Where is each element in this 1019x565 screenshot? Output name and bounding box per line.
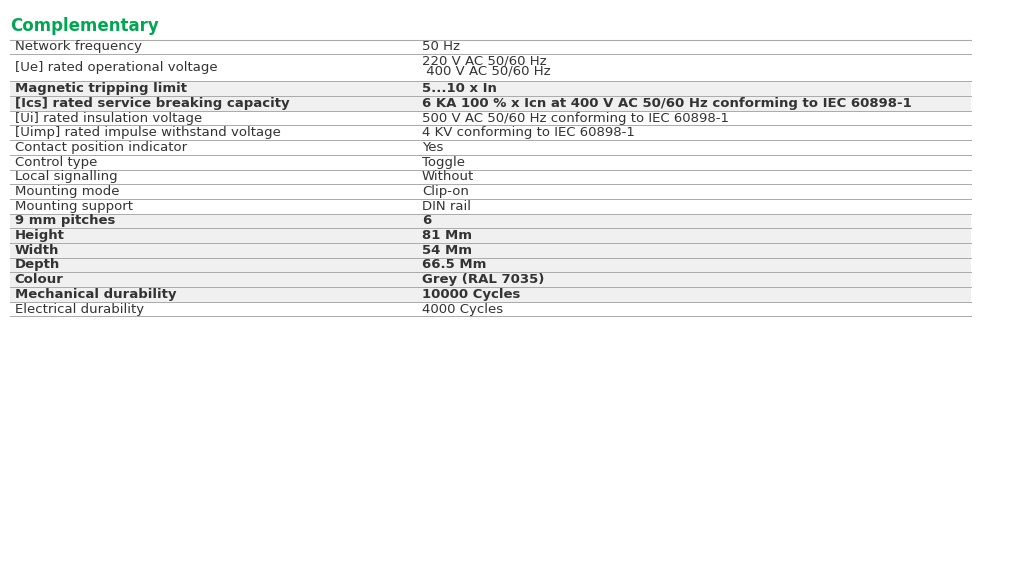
Bar: [10, 214, 970, 228]
Bar: [10, 243, 970, 258]
Text: 6 KA 100 % x Icn at 400 V AC 50/60 Hz conforming to IEC 60898-1: 6 KA 100 % x Icn at 400 V AC 50/60 Hz co…: [421, 97, 911, 110]
Text: Yes: Yes: [421, 141, 442, 154]
Text: Magnetic tripping limit: Magnetic tripping limit: [14, 82, 186, 95]
Text: DIN rail: DIN rail: [421, 199, 471, 213]
Text: 4000 Cycles: 4000 Cycles: [421, 302, 502, 316]
Text: Mechanical durability: Mechanical durability: [14, 288, 176, 301]
Text: 10000 Cycles: 10000 Cycles: [421, 288, 520, 301]
Text: Network frequency: Network frequency: [14, 40, 142, 54]
Text: [Uimp] rated impulse withstand voltage: [Uimp] rated impulse withstand voltage: [14, 126, 280, 140]
Bar: [10, 258, 970, 272]
Text: [Ics] rated service breaking capacity: [Ics] rated service breaking capacity: [14, 97, 289, 110]
Text: 5...10 x In: 5...10 x In: [421, 82, 496, 95]
Text: 81 Mm: 81 Mm: [421, 229, 472, 242]
Text: 400 V AC 50/60 Hz: 400 V AC 50/60 Hz: [421, 65, 550, 78]
Text: 66.5 Mm: 66.5 Mm: [421, 258, 486, 272]
Text: Width: Width: [14, 244, 59, 257]
Text: Colour: Colour: [14, 273, 63, 286]
Text: [Ue] rated operational voltage: [Ue] rated operational voltage: [14, 61, 217, 75]
Text: Control type: Control type: [14, 155, 97, 169]
Text: 500 V AC 50/60 Hz conforming to IEC 60898-1: 500 V AC 50/60 Hz conforming to IEC 6089…: [421, 111, 728, 125]
Text: 9 mm pitches: 9 mm pitches: [14, 214, 115, 228]
Bar: [10, 272, 970, 287]
Text: Contact position indicator: Contact position indicator: [14, 141, 186, 154]
Text: 220 V AC 50/60 Hz: 220 V AC 50/60 Hz: [421, 54, 546, 68]
Text: Toggle: Toggle: [421, 155, 465, 169]
Text: Height: Height: [14, 229, 64, 242]
Bar: [10, 96, 970, 111]
Text: Electrical durability: Electrical durability: [14, 302, 144, 316]
Text: 54 Mm: 54 Mm: [421, 244, 472, 257]
Bar: [10, 228, 970, 243]
Text: [Ui] rated insulation voltage: [Ui] rated insulation voltage: [14, 111, 202, 125]
Text: Mounting support: Mounting support: [14, 199, 132, 213]
Text: 4 KV conforming to IEC 60898-1: 4 KV conforming to IEC 60898-1: [421, 126, 634, 140]
Text: 50 Hz: 50 Hz: [421, 40, 460, 54]
Text: Depth: Depth: [14, 258, 60, 272]
Text: Without: Without: [421, 170, 474, 184]
Text: Clip-on: Clip-on: [421, 185, 468, 198]
Text: Mounting mode: Mounting mode: [14, 185, 119, 198]
Bar: [10, 81, 970, 96]
Text: 6: 6: [421, 214, 431, 228]
Bar: [10, 287, 970, 302]
Text: Grey (RAL 7035): Grey (RAL 7035): [421, 273, 543, 286]
Text: Local signalling: Local signalling: [14, 170, 117, 184]
Text: Complementary: Complementary: [10, 17, 158, 35]
